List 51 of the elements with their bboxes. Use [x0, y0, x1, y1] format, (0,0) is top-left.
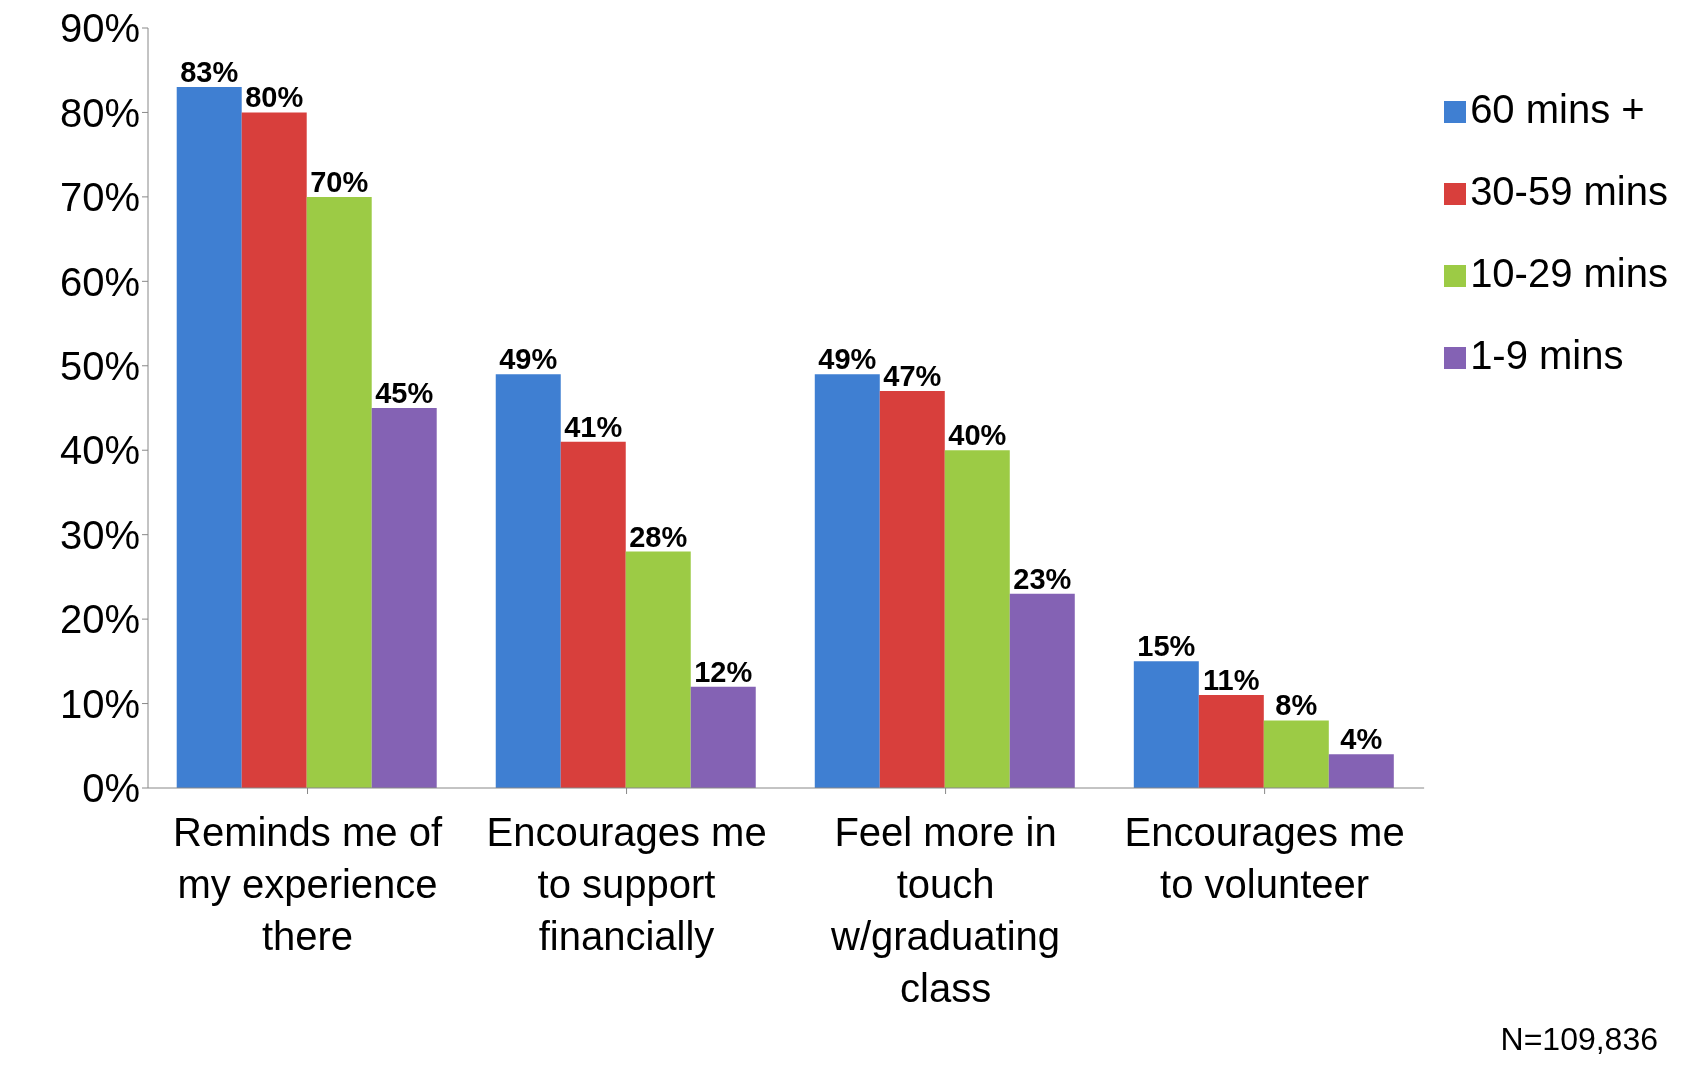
- data-label: 83%: [180, 56, 239, 89]
- y-tick-label: 70%: [59, 175, 140, 220]
- bar: [560, 441, 626, 788]
- data-label: 41%: [564, 410, 623, 443]
- data-label: 28%: [629, 520, 688, 553]
- data-label: 40%: [948, 419, 1007, 452]
- legend-label: 10-29 mins: [1470, 251, 1668, 295]
- legend-label: 1-9 mins: [1470, 333, 1624, 377]
- bar: [879, 391, 945, 788]
- y-tick-label: 80%: [59, 90, 140, 135]
- data-label: 11%: [1203, 664, 1260, 697]
- x-tick-label: Feel more in touch w/graduating class: [830, 810, 1061, 1010]
- y-tick-label: 50%: [59, 343, 140, 388]
- data-label: 49%: [499, 343, 558, 376]
- data-label: 4%: [1340, 723, 1383, 756]
- bar: [814, 374, 880, 788]
- bar: [495, 374, 561, 788]
- bar: [1133, 661, 1199, 788]
- y-tick-label: 40%: [59, 428, 140, 473]
- y-tick-label: 10%: [59, 681, 140, 726]
- bar: [1009, 593, 1075, 788]
- bar: [371, 408, 437, 788]
- y-tick-label: 30%: [59, 512, 140, 557]
- text: N=109,836: [1500, 1021, 1658, 1058]
- data-label: 8%: [1275, 689, 1318, 722]
- x-tick-label: Reminds me of my experience there: [173, 810, 443, 958]
- bar: [944, 450, 1010, 788]
- data-label: 23%: [1013, 562, 1072, 595]
- y-tick-label: 60%: [59, 259, 140, 304]
- bar: [1328, 754, 1394, 788]
- y-tick-label: 20%: [59, 597, 140, 642]
- data-label: 47%: [883, 360, 942, 393]
- bar: [625, 551, 691, 788]
- bar: [176, 87, 242, 788]
- bar: [306, 196, 372, 788]
- bar: [1263, 720, 1329, 788]
- data-label: 70%: [310, 165, 369, 198]
- data-label: 45%: [375, 377, 434, 409]
- legend-label: 30-59 mins: [1470, 169, 1668, 213]
- bar: [241, 112, 307, 788]
- bar: [1198, 695, 1264, 788]
- x-tick-label: Encourages me to support financially: [486, 810, 767, 958]
- data-label: 12%: [694, 655, 753, 688]
- bar: [690, 686, 756, 788]
- y-tick-label: 0%: [82, 766, 140, 811]
- data-label: 15%: [1137, 630, 1196, 663]
- y-tick-label: 90%: [59, 6, 140, 51]
- data-label: 49%: [818, 343, 877, 376]
- data-label: 80%: [245, 81, 304, 114]
- legend-label: 60 mins +: [1470, 87, 1645, 131]
- x-tick-label: Encourages me to volunteer: [1124, 810, 1405, 906]
